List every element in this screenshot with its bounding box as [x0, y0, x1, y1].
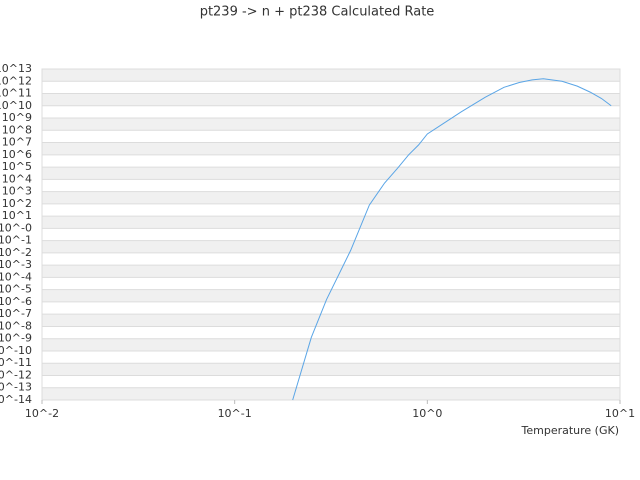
y-tick-label: 10^10 — [0, 99, 32, 112]
y-tick-label: 10^-14 — [0, 393, 32, 406]
y-tick-label: 10^-7 — [0, 307, 32, 320]
y-tick-label: 10^8 — [2, 123, 32, 136]
x-tick-label: 10^-2 — [25, 407, 59, 420]
grid-band — [42, 314, 620, 327]
y-tick-label: 10^6 — [2, 148, 32, 161]
grid-band — [42, 240, 620, 253]
y-tick-label: 10^-13 — [0, 381, 32, 394]
grid-band — [42, 216, 620, 229]
y-tick-label: 10^-9 — [0, 332, 32, 345]
x-tick-label: 10^1 — [605, 407, 635, 420]
y-tick-label: 10^-11 — [0, 356, 32, 369]
y-tick-label: 10^11 — [0, 87, 32, 100]
y-tick-label: 10^-1 — [0, 234, 32, 247]
grid-band — [42, 338, 620, 351]
grid-band — [42, 191, 620, 204]
x-tick-label: 10^0 — [412, 407, 442, 420]
y-tick-label: 10^2 — [2, 197, 32, 210]
grid-band — [42, 289, 620, 302]
y-tick-label: 10^5 — [2, 160, 32, 173]
x-tick-label: 10^-1 — [218, 407, 252, 420]
grid-band — [42, 387, 620, 400]
grid-band — [42, 265, 620, 278]
x-axis-label: Temperature (GK) — [521, 424, 620, 437]
y-tick-label: 10^3 — [2, 185, 32, 198]
y-tick-label: 10^13 — [0, 62, 32, 75]
grid-band — [42, 118, 620, 131]
y-tick-label: 10^-2 — [0, 246, 32, 259]
y-tick-label: 10^-5 — [0, 283, 32, 296]
y-tick-label: 10^4 — [2, 172, 32, 185]
y-tick-label: 10^-4 — [0, 270, 32, 283]
grid-band — [42, 93, 620, 106]
y-tick-label: 10^-6 — [0, 295, 32, 308]
grid-band — [42, 167, 620, 180]
grid-band — [42, 69, 620, 82]
y-tick-label: 10^7 — [2, 136, 32, 149]
plot-frame — [41, 68, 621, 401]
y-tick-label: 10^-0 — [0, 221, 32, 234]
y-tick-label: 10^12 — [0, 74, 32, 87]
grid-band — [42, 142, 620, 155]
y-tick-label: 10^9 — [2, 111, 32, 124]
chart-title: pt239 -> n + pt238 Calculated Rate — [200, 5, 435, 20]
y-tick-label: 10^-8 — [0, 319, 32, 332]
y-tick-label: 10^-12 — [0, 368, 32, 381]
grid-band — [42, 363, 620, 376]
y-tick-label: 10^1 — [2, 209, 32, 222]
y-tick-label: 10^-10 — [0, 344, 32, 357]
data-line — [292, 78, 612, 401]
y-tick-label: 10^-3 — [0, 258, 32, 271]
